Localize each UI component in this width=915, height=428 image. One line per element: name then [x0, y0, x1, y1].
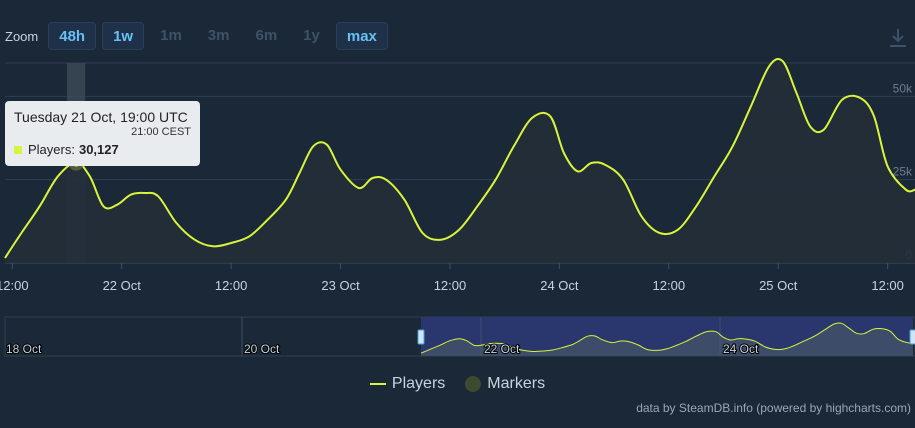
series-swatch-icon	[14, 145, 22, 154]
tooltip-row: Players: 30,127	[14, 142, 191, 157]
x-tick-label: 12:00	[434, 278, 467, 293]
series-area	[5, 58, 915, 264]
zoom-6m-button[interactable]: 6m	[255, 27, 278, 44]
zoom-1y-button[interactable]: 1y	[303, 27, 320, 44]
line-swatch-icon	[369, 383, 386, 385]
zoom-3m-button[interactable]: 3m	[207, 27, 230, 44]
zoom-1m-button[interactable]: 1m	[160, 27, 182, 44]
x-tick-label: 22 Oct	[103, 278, 142, 293]
tooltip-series-label: Players:	[28, 142, 75, 157]
y-tick-label: 50k	[893, 81, 913, 95]
x-tick-label: 23 Oct	[321, 278, 360, 293]
tooltip-date: Tuesday 21 Oct, 19:00 UTC	[14, 109, 188, 125]
x-tick-label: 12:00	[0, 278, 29, 293]
series-line-players	[4, 57, 915, 259]
tooltip-value: 30,127	[78, 142, 119, 157]
zoom-1w-button[interactable]: 1w	[102, 22, 145, 50]
legend-item-markers[interactable]: Markers	[465, 375, 545, 393]
chart-legend: Players Markers	[0, 375, 915, 393]
x-tick-label: 12:00	[215, 278, 248, 293]
legend-item-players[interactable]: Players	[369, 375, 446, 393]
credit-text: data by SteamDB.info (powered by highcha…	[636, 401, 911, 415]
x-tick-label: 25 Oct	[759, 278, 798, 293]
tooltip-local-time: 21:00 CEST	[131, 126, 191, 138]
navigator-label: 20 Oct	[244, 342, 280, 356]
navigator-label: 22 Oct	[484, 342, 520, 356]
download-icon[interactable]	[889, 28, 907, 48]
legend-label-players: Players	[391, 375, 446, 392]
chart-tooltip: Tuesday 21 Oct, 19:00 UTC 21:00 CEST Pla…	[5, 101, 200, 166]
navigator-label: 18 Oct	[6, 342, 42, 356]
zoom-48h-button[interactable]: 48h	[48, 22, 97, 50]
x-tick-label: 12:00	[871, 278, 904, 293]
zoom-max-button[interactable]: max	[335, 22, 388, 50]
x-tick-label: 24 Oct	[540, 278, 579, 293]
legend-label-markers: Markers	[487, 375, 546, 392]
navigator-line	[420, 322, 914, 354]
y-tick-label: 25k	[893, 165, 913, 179]
marker-swatch-icon	[465, 376, 482, 392]
navigator-handle[interactable]	[417, 329, 425, 345]
navigator-handle[interactable]	[909, 329, 915, 345]
navigator-label: 24 Oct	[723, 342, 759, 356]
zoom-bar: Zoom 48h 1w 1m 3m 6m 1y max	[5, 22, 388, 50]
zoom-label: Zoom	[5, 28, 39, 44]
x-tick-label: 12:00	[653, 278, 686, 293]
